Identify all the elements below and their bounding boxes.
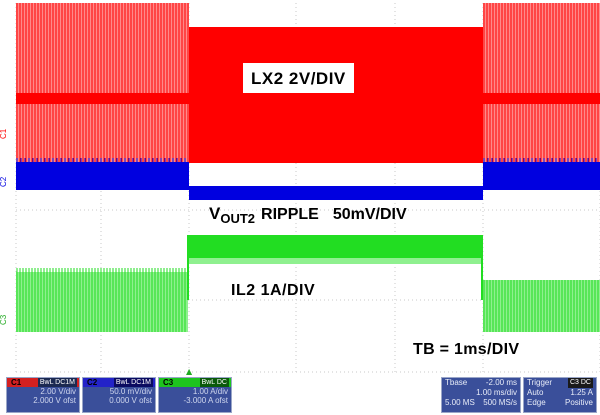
ch3-high-band-edge bbox=[189, 258, 481, 264]
ch3-il2-waveform bbox=[16, 235, 600, 332]
ch1-tag: C1 bbox=[11, 378, 22, 387]
trigger-slope: Positive bbox=[564, 398, 593, 407]
ch3-settings-box[interactable]: C3 BwL DC 1.00 A/div -3.000 A ofst bbox=[158, 377, 232, 413]
ch2-marker: C2 bbox=[0, 176, 8, 187]
ch1-lx2-waveform bbox=[16, 3, 600, 163]
ch3-settings-header: C3 BwL DC bbox=[159, 378, 231, 387]
ch2-ripple-right bbox=[483, 162, 600, 190]
timebase-label: TB = 1ms/DIV bbox=[413, 341, 520, 358]
ch3-tag: C3 bbox=[163, 378, 174, 387]
ch3-vdiv: 1.00 A/div bbox=[192, 387, 228, 396]
vout-subscript: OUT2 bbox=[220, 211, 256, 226]
ch2-ripple-stripes bbox=[16, 158, 597, 165]
vout-ripple-text: RIPPLE bbox=[261, 206, 319, 223]
trigger-settings-box[interactable]: Trigger C3 DC Auto 1.25 A Edge Positive bbox=[523, 377, 597, 413]
lx2-scale-label: LX2 2V/DIV bbox=[243, 63, 354, 93]
timebase-samples: 5.00 MS bbox=[445, 398, 475, 407]
ch2-vdiv: 50.0 mV/div bbox=[109, 387, 152, 396]
ch3-coupling: BwL DC bbox=[199, 378, 229, 387]
ch3-offset: -3.000 A ofst bbox=[183, 396, 228, 405]
timebase-row-3: 5.00 MS 500 MS/s bbox=[442, 398, 520, 408]
timebase-delay: -2.00 ms bbox=[485, 378, 517, 387]
ch2-vout-ripple-waveform bbox=[16, 158, 600, 200]
ch3-marker: C3 bbox=[0, 314, 8, 325]
timebase-rate: 500 MS/s bbox=[483, 398, 517, 407]
timebase-settings-box[interactable]: Tbase -2.00 ms 1.00 ms/div 5.00 MS 500 M… bbox=[441, 377, 521, 413]
ch2-settings-box[interactable]: C2 BwL DC1M 50.0 mV/div 0.000 V ofst bbox=[82, 377, 156, 413]
trigger-source: C3 DC bbox=[567, 378, 593, 388]
vout-scale-text: 50mV/DIV bbox=[332, 206, 407, 223]
ch1-settings-box[interactable]: C1 BwL DC1M 2.00 V/div 2.000 V ofst bbox=[6, 377, 80, 413]
ch1-coupling: BwL DC1M bbox=[37, 378, 77, 387]
trigger-row-2: Auto 1.25 A bbox=[524, 388, 596, 398]
timebase-row-2: 1.00 ms/div bbox=[442, 388, 520, 398]
ch1-marker: C1 bbox=[0, 128, 8, 139]
trigger-position-marker: ▲ bbox=[186, 367, 193, 375]
ch1-vdiv: 2.00 V/div bbox=[40, 387, 76, 396]
ch2-offset: 0.000 V ofst bbox=[109, 396, 152, 405]
status-bar: C1 BwL DC1M 2.00 V/div 2.000 V ofst C2 B… bbox=[0, 375, 600, 415]
trigger-type: Edge bbox=[527, 398, 546, 407]
trigger-row-3: Edge Positive bbox=[524, 398, 596, 408]
il2-scale-label: IL2 1A/DIV bbox=[231, 282, 316, 299]
timebase-per-div: 1.00 ms/div bbox=[476, 388, 517, 397]
ch1-low-band-left bbox=[16, 93, 189, 104]
ch1-burst-block bbox=[189, 27, 483, 163]
ch1-switching-stripes bbox=[16, 3, 599, 162]
ch2-tag: C2 bbox=[87, 378, 98, 387]
vout-v: V bbox=[209, 204, 221, 223]
oscilloscope-screen: C1 C2 C3 ▲ LX2 2V/DIV VOUT2 RIPPLE 50mV/DI… bbox=[0, 3, 600, 376]
trigger-title: Trigger bbox=[527, 378, 553, 387]
timebase-row-1: Tbase -2.00 ms bbox=[442, 378, 520, 388]
trigger-row-1: Trigger C3 DC bbox=[524, 378, 596, 388]
ch2-ripple-center bbox=[189, 186, 483, 200]
trigger-mode: Auto bbox=[527, 388, 544, 397]
ch2-ripple-left bbox=[16, 162, 189, 190]
ch1-offset: 2.000 V ofst bbox=[33, 396, 76, 405]
waveform-area: C1 C2 C3 ▲ bbox=[0, 3, 600, 376]
trigger-level: 1.25 A bbox=[570, 388, 593, 397]
vout2-ripple-label: VOUT2 RIPPLE 50mV/DIV bbox=[209, 204, 407, 226]
timebase-title: Tbase bbox=[445, 378, 468, 387]
ch1-low-band-right bbox=[483, 93, 600, 104]
ch2-settings-header: C2 BwL DC1M bbox=[83, 378, 155, 387]
ch3-current-left bbox=[16, 272, 188, 332]
ch1-switching-left bbox=[16, 3, 189, 162]
ch1-settings-header: C1 BwL DC1M bbox=[7, 378, 79, 387]
ch3-high-band bbox=[189, 235, 481, 258]
ch2-coupling: BwL DC1M bbox=[113, 378, 153, 387]
ch3-current-stripes bbox=[16, 268, 599, 332]
